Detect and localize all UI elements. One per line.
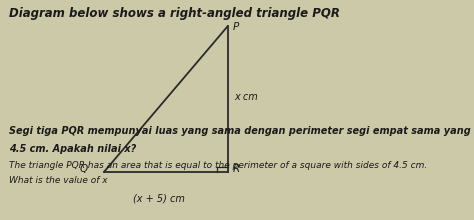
Text: (x + 5) cm: (x + 5) cm [133, 194, 185, 204]
Text: The triangle PQR has an area that is equal to the perimeter of a square with sid: The triangle PQR has an area that is equ… [9, 161, 428, 170]
Text: 4.5 cm. Apakah nilai x?: 4.5 cm. Apakah nilai x? [9, 144, 137, 154]
Text: x cm: x cm [235, 92, 258, 102]
Text: Q: Q [80, 164, 88, 174]
Text: Segi tiga PQR mempunyai luas yang sama dengan perimeter segi empat sama yang ber: Segi tiga PQR mempunyai luas yang sama d… [9, 126, 474, 136]
Text: R: R [232, 164, 239, 174]
Text: Diagram below shows a right-angled triangle PQR: Diagram below shows a right-angled trian… [9, 7, 340, 20]
Text: What is the value of x: What is the value of x [9, 176, 108, 185]
Text: P: P [232, 22, 238, 32]
